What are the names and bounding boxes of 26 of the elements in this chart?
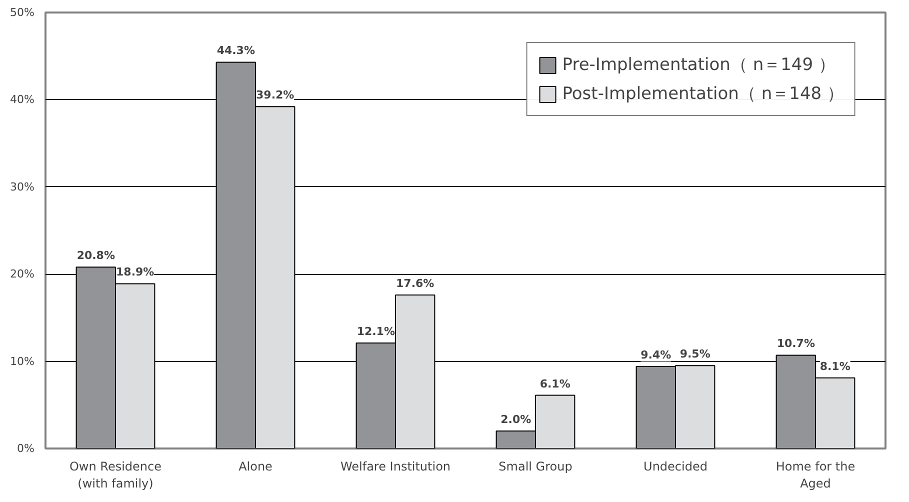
data-label: 9.5% bbox=[680, 348, 710, 361]
data-label: 6.1% bbox=[540, 377, 570, 390]
data-label: 20.8% bbox=[76, 249, 115, 262]
x-tick-label: Undecided bbox=[644, 460, 708, 474]
data-label: 39.2% bbox=[256, 88, 294, 102]
legend-label: Pre-Implementation（ n＝149 ） bbox=[562, 54, 836, 76]
x-tick-label: Own Residence (with family) bbox=[69, 460, 162, 490]
y-tick-label: 0% bbox=[17, 442, 34, 455]
y-tick-label: 30% bbox=[10, 180, 35, 194]
data-label: 10.7% bbox=[776, 337, 815, 350]
data-label: 2.0% bbox=[500, 413, 532, 426]
x-tick-label: Alone bbox=[238, 460, 272, 474]
legend-label: Post-Implementation（ n＝148 ） bbox=[562, 83, 844, 105]
x-tick-label: Small Group bbox=[498, 460, 572, 474]
data-label: 12.1% bbox=[356, 324, 395, 338]
data-label: 17.6% bbox=[396, 277, 434, 290]
data-label: 44.3% bbox=[216, 44, 255, 58]
data-label: 8.1% bbox=[820, 360, 850, 373]
y-tick-label: 40% bbox=[10, 93, 35, 106]
x-tick-label: Home for the Aged bbox=[776, 460, 856, 490]
x-tick-label: Welfare Institution bbox=[340, 460, 451, 474]
data-label: 18.9% bbox=[116, 266, 154, 279]
data-label: 9.4% bbox=[640, 348, 672, 362]
y-tick-label: 10% bbox=[10, 354, 35, 368]
y-tick-label: 50% bbox=[10, 6, 35, 19]
y-tick-label: 20% bbox=[10, 268, 35, 281]
